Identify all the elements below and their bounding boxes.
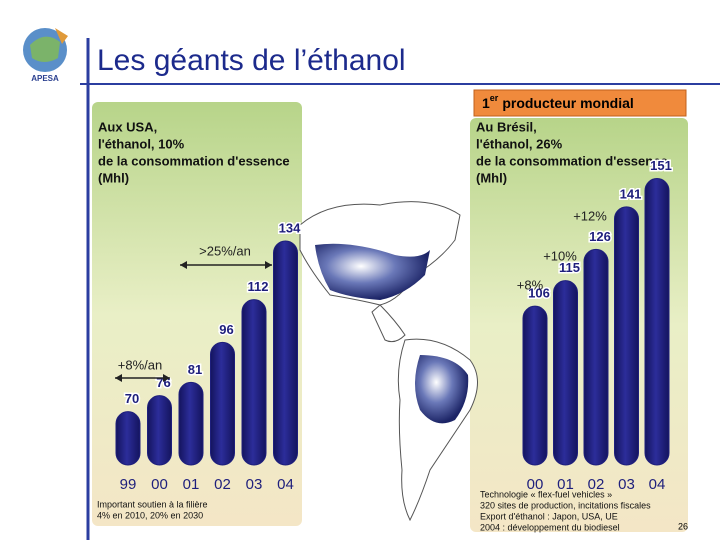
note: 320 sites de production, incitations fis… bbox=[480, 500, 651, 510]
badge-text: 1er producteur mondial bbox=[482, 93, 634, 110]
page-number: 26 bbox=[678, 521, 688, 531]
annotation: >25%/an bbox=[199, 243, 251, 258]
note: Important soutien à la filière bbox=[97, 499, 208, 509]
chart-title-line: (Mhl) bbox=[98, 170, 129, 185]
chart-title-line: l'éthanol, 10% bbox=[98, 136, 185, 151]
chart-title-line: (Mhl) bbox=[476, 170, 507, 185]
value-label: 96 bbox=[219, 322, 233, 337]
bar bbox=[522, 305, 548, 466]
x-tick-label: 01 bbox=[183, 476, 200, 493]
logo: APESA bbox=[23, 28, 68, 83]
annotation: +10% bbox=[543, 248, 577, 263]
note: 2004 : développement du biodiesel bbox=[480, 522, 620, 532]
bar bbox=[147, 395, 172, 466]
badge-box bbox=[473, 89, 687, 117]
value-label: 115 bbox=[559, 260, 580, 275]
value-label: 106 bbox=[528, 286, 550, 301]
chart-title-line: Aux USA, bbox=[98, 119, 157, 134]
x-tick-label: 00 bbox=[151, 476, 168, 493]
bar bbox=[241, 299, 267, 466]
annotation: +12% bbox=[573, 208, 607, 223]
x-tick-label: 01 bbox=[557, 476, 574, 493]
logo-text: APESA bbox=[31, 74, 59, 83]
value-label: 70 bbox=[125, 391, 139, 406]
badge-suffix: er bbox=[490, 93, 499, 103]
value-label: 81 bbox=[188, 362, 202, 377]
bar bbox=[583, 248, 609, 466]
value-label: 141 bbox=[620, 186, 642, 201]
bar bbox=[614, 206, 639, 466]
map bbox=[299, 201, 478, 522]
note: 4% en 2010, 20% en 2030 bbox=[97, 510, 203, 520]
x-tick-label: 00 bbox=[527, 476, 544, 493]
slide-title: Les géants de l’éthanol bbox=[97, 44, 406, 77]
bar bbox=[273, 240, 298, 466]
value-label: 112 bbox=[248, 279, 269, 294]
chart-title-line: Au Brésil, bbox=[476, 119, 537, 134]
annotation: +8% bbox=[517, 277, 544, 292]
annotation: +8%/an bbox=[118, 357, 162, 372]
badge-number: 1 bbox=[482, 95, 490, 111]
chart-title-line: de la consommation d'essence bbox=[98, 153, 290, 168]
value-label: 134 bbox=[279, 220, 301, 235]
chart-title-line: l'éthanol, 26% bbox=[476, 136, 563, 151]
value-label: 151 bbox=[650, 158, 672, 173]
note: Technologie « flex-fuel vehicles » bbox=[480, 489, 612, 499]
badge-label: producteur mondial bbox=[502, 95, 633, 111]
x-tick-label: 03 bbox=[246, 476, 263, 493]
bar bbox=[644, 178, 670, 466]
bar bbox=[115, 411, 141, 466]
x-tick-label: 04 bbox=[649, 476, 666, 493]
badge: 1er producteur mondial bbox=[473, 89, 687, 117]
x-tick-label: 99 bbox=[120, 476, 137, 493]
x-tick-label: 02 bbox=[588, 476, 605, 493]
bar bbox=[210, 341, 235, 466]
bar bbox=[553, 280, 578, 466]
chart-title-line: de la consommation d'essence bbox=[476, 153, 668, 168]
bar bbox=[178, 381, 204, 466]
x-tick-label: 04 bbox=[277, 476, 294, 493]
value-label: 126 bbox=[589, 229, 611, 244]
x-tick-label: 03 bbox=[618, 476, 635, 493]
note: Export d'éthanol : Japon, USA, UE bbox=[480, 511, 618, 521]
x-tick-label: 02 bbox=[214, 476, 231, 493]
